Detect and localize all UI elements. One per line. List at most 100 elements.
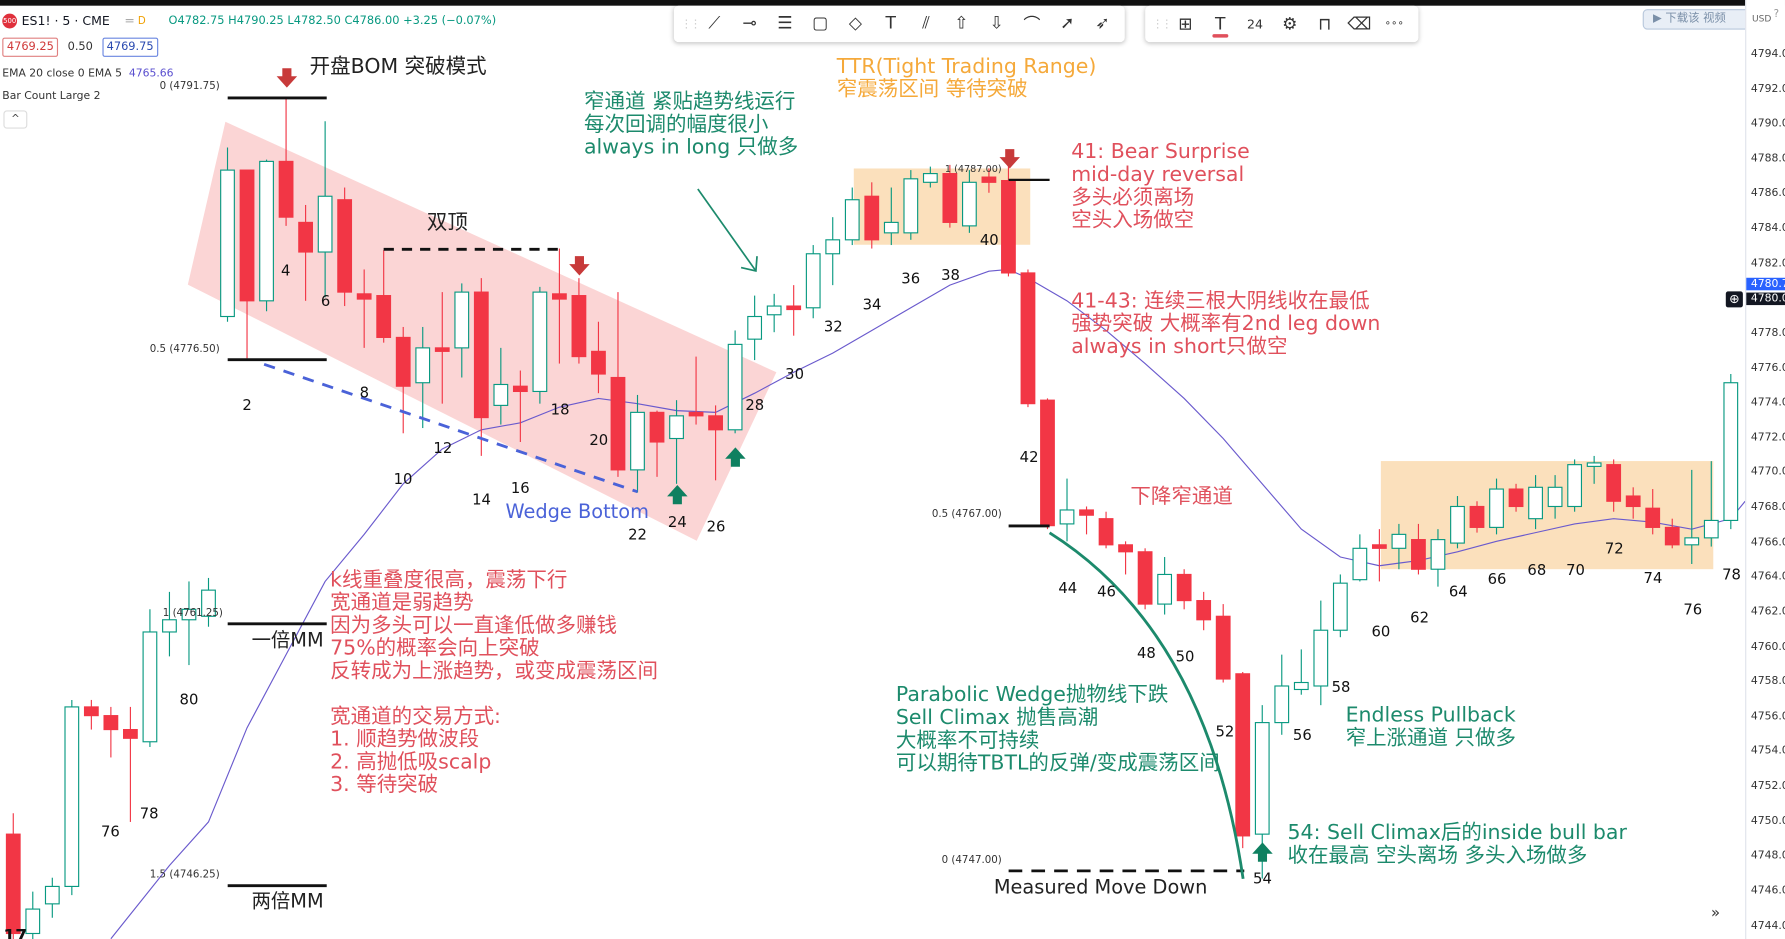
candle[interactable] [493,347,509,425]
ema-line[interactable] [110,268,1746,939]
bar41-43-annotation[interactable]: 41-43: 连续三根大阴线收在最低 强势突破 大概率有2nd leg down… [1071,289,1381,359]
candle[interactable] [571,278,587,364]
candle[interactable] [239,169,255,359]
candle[interactable] [825,217,841,286]
candle[interactable] [1703,461,1719,547]
candle[interactable] [1528,475,1543,530]
candle[interactable] [1313,600,1329,706]
candle[interactable] [1586,455,1602,484]
prev-session-candle[interactable] [142,609,158,747]
candle[interactable] [649,410,665,477]
prev-session-candle[interactable] [181,581,197,666]
candle[interactable] [727,330,743,434]
candle[interactable] [1625,487,1641,519]
candle[interactable] [1157,557,1173,615]
candle[interactable] [1001,164,1016,277]
candle[interactable] [1684,469,1700,564]
candle[interactable] [1274,654,1290,735]
candle[interactable] [220,147,235,322]
sell-arrow-icon[interactable] [999,149,1020,169]
candle[interactable] [1079,506,1094,535]
candle[interactable] [1450,496,1465,549]
prev-session-candle[interactable] [25,891,41,939]
candle[interactable] [1176,569,1192,610]
candle[interactable] [805,245,821,319]
candle[interactable] [1723,374,1739,530]
candle[interactable] [591,321,606,394]
arrow-mark-down-tool-icon[interactable]: ⇩ [989,11,1004,33]
double-top-annotation[interactable]: 双顶 [426,210,468,235]
candle[interactable] [1391,523,1407,570]
candle[interactable] [864,182,880,249]
sell-arrow-icon[interactable] [569,256,590,276]
candle[interactable] [844,187,860,246]
two-mm-annotation[interactable]: 两倍MM [251,890,324,913]
collapse-legend-button[interactable]: ^ [3,110,28,129]
download-video-button[interactable]: ▶ 下载该 视频 [1642,9,1750,30]
prev-session-candle[interactable] [162,591,177,657]
arrow-marker-tool-icon[interactable]: ➶ [1095,11,1110,33]
candle[interactable] [1664,518,1680,549]
candle[interactable] [415,326,431,429]
buy-arrow-icon[interactable] [1252,842,1273,862]
candle[interactable] [337,187,353,307]
rotated-rectangle-tool-icon[interactable]: ◇ [848,11,863,33]
candle[interactable] [1567,459,1583,512]
channel-arrow[interactable] [697,188,758,272]
candle[interactable] [903,170,919,240]
broad-channel-annotation[interactable]: k线重叠度很高，震荡下行 宽通道是弱趋势 因为多头可以一直逢低做多赚钱 75%的… [330,568,658,797]
parallel-lines-tool-icon[interactable]: ⫽ [922,11,930,33]
path-tool-icon[interactable]: ⌒ [1023,14,1041,35]
arrow-mark-up-tool-icon[interactable]: ⇧ [954,11,969,33]
help-icon[interactable]: ? [1773,9,1780,21]
candle[interactable] [259,159,274,312]
candle[interactable] [669,400,684,484]
trend-line-tool-icon[interactable]: ⟋ [708,11,721,33]
candle[interactable] [922,166,938,188]
candle[interactable] [1235,672,1251,849]
more-icon[interactable]: ∘∘∘ [1384,18,1404,30]
candle[interactable] [1215,604,1231,683]
prev-session-candle[interactable] [201,577,216,627]
prev-session-candle[interactable] [123,706,138,822]
candle[interactable] [512,370,528,442]
candle[interactable] [1020,269,1036,408]
drag-handle-icon[interactable]: ⋮⋮ [1152,17,1172,31]
candle[interactable] [961,170,977,233]
candle[interactable] [1489,478,1504,535]
one-mm-annotation[interactable]: 一倍MM [251,629,324,653]
arrow-tool-icon[interactable]: ➚ [1060,11,1075,33]
bom-annotation[interactable]: 开盘BOM 突破模式 [309,54,487,79]
measured-move-annotation[interactable]: Measured Move Down [993,876,1208,900]
candle[interactable] [766,293,782,333]
unlock-icon[interactable]: ⊓ [1317,13,1332,35]
candle[interactable] [1430,529,1446,587]
candle[interactable] [688,356,704,425]
candle[interactable] [1547,475,1563,519]
candle[interactable] [434,292,450,404]
candle[interactable] [395,326,411,434]
sell-price-button[interactable]: 4769.25 [2,37,59,57]
prev-session-candle[interactable] [44,877,60,918]
parallel-channel-tool-icon[interactable]: ☰ [777,11,793,33]
prev-session-candle[interactable] [103,706,119,758]
market-status-badge[interactable]: D [137,15,146,27]
candle[interactable] [942,164,958,228]
buy-price-button[interactable]: 4769.75 [102,37,159,57]
candle[interactable] [786,285,802,336]
candle[interactable] [708,405,723,481]
candle[interactable] [1508,483,1524,512]
candle[interactable] [1098,511,1114,549]
candle[interactable] [1196,591,1212,631]
endless-pullback-annotation[interactable]: Endless Pullback 窄上涨通道 只做多 [1345,703,1517,751]
candle[interactable] [1293,649,1309,695]
candle[interactable] [317,121,333,298]
template-icon[interactable]: ⊞ [1178,13,1193,35]
settings-gear-icon[interactable]: ⚙ [1282,13,1298,35]
candle[interactable] [1411,523,1426,575]
bar41-annotation[interactable]: 41: Bear Surprise mid-day reversal 多头必须离… [1071,140,1250,233]
candle[interactable] [532,286,548,404]
candle[interactable] [1332,574,1348,638]
ema-indicator-legend[interactable]: EMA 20 close 0 EMA 5 4765.66 [2,67,173,80]
barcount-indicator-legend[interactable]: Bar Count Large 2 [2,89,101,103]
